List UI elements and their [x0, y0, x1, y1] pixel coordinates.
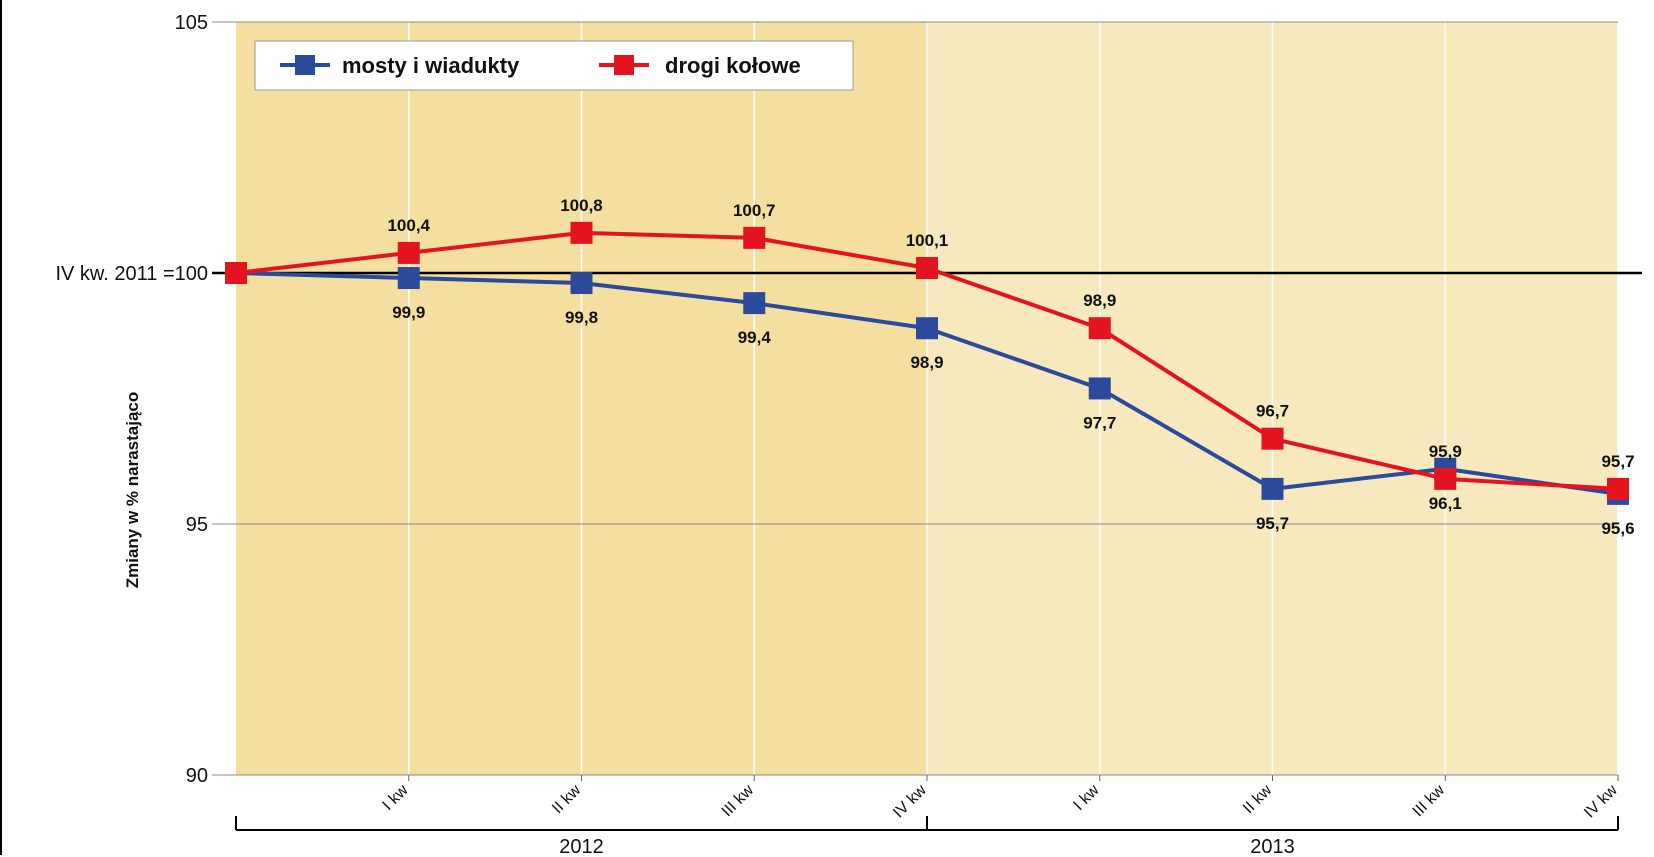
x-tick-label: IV kw	[1581, 781, 1621, 821]
data-label: 100,1	[906, 231, 949, 250]
y-tick-label: IV kw. 2011 =100	[55, 263, 208, 285]
data-point-marker	[743, 226, 766, 249]
data-point-marker	[570, 272, 593, 295]
x-tick-label: II kw	[549, 781, 585, 817]
y-axis-label: Zmiany w % narastająco	[123, 392, 142, 589]
x-tick-label: I kw	[379, 781, 411, 813]
legend-label-drogi: drogi kołowe	[665, 53, 801, 78]
data-point-marker	[397, 241, 420, 264]
data-label: 99,4	[738, 328, 772, 347]
x-tick-label: II kw	[1240, 781, 1276, 817]
legend-marker-drogi	[614, 55, 634, 75]
year-label-2012: 2012	[559, 836, 604, 855]
legend-label-mosty: mosty i wiadukty	[342, 53, 520, 78]
data-label: 99,8	[565, 308, 598, 327]
legend: mosty i wiadukty drogi kołowe	[254, 40, 854, 91]
y-tick-label: 95	[186, 514, 208, 536]
legend-marker-mosty	[295, 55, 315, 75]
data-label: 100,8	[560, 196, 603, 215]
year-label-2013: 2013	[1250, 836, 1295, 855]
data-labels: 99,9 99,8 99,4 98,9 97,7 95,7 96,1 95,6 100,4 100…	[387, 196, 1634, 538]
data-label: 96,1	[1429, 494, 1462, 513]
data-point-marker	[1088, 377, 1111, 400]
data-point-marker	[570, 221, 593, 244]
series-layer	[225, 221, 1629, 505]
y-tick-label: 90	[186, 765, 208, 787]
y-tick-label: 105	[175, 12, 208, 34]
legend-box	[254, 40, 854, 91]
data-label: 95,9	[1429, 442, 1462, 461]
data-label: 97,7	[1083, 413, 1116, 432]
x-tick-label: IV kw	[890, 781, 930, 821]
data-point-marker	[225, 262, 247, 284]
x-tick-label: I kw	[1070, 781, 1102, 813]
data-point-marker	[1261, 427, 1284, 450]
data-point-marker	[916, 256, 938, 279]
data-label: 95,6	[1601, 519, 1634, 538]
data-label: 98,9	[1083, 291, 1116, 310]
data-point-marker	[1607, 477, 1629, 500]
data-label: 99,9	[392, 303, 425, 322]
data-label: 100,7	[733, 201, 776, 220]
data-point-marker	[1261, 477, 1284, 500]
data-point-marker	[743, 292, 766, 315]
data-label: 95,7	[1256, 514, 1289, 533]
x-tick-label: III kw	[719, 781, 758, 820]
data-label: 100,4	[387, 216, 430, 235]
data-label: 95,7	[1601, 452, 1634, 471]
data-point-marker	[1434, 467, 1457, 490]
data-point-marker	[916, 317, 938, 340]
data-label: 98,9	[910, 353, 943, 372]
data-label: 96,7	[1256, 402, 1289, 421]
x-tick-label: III kw	[1410, 781, 1449, 820]
data-point-marker	[1088, 317, 1111, 340]
data-point-marker	[397, 267, 420, 290]
